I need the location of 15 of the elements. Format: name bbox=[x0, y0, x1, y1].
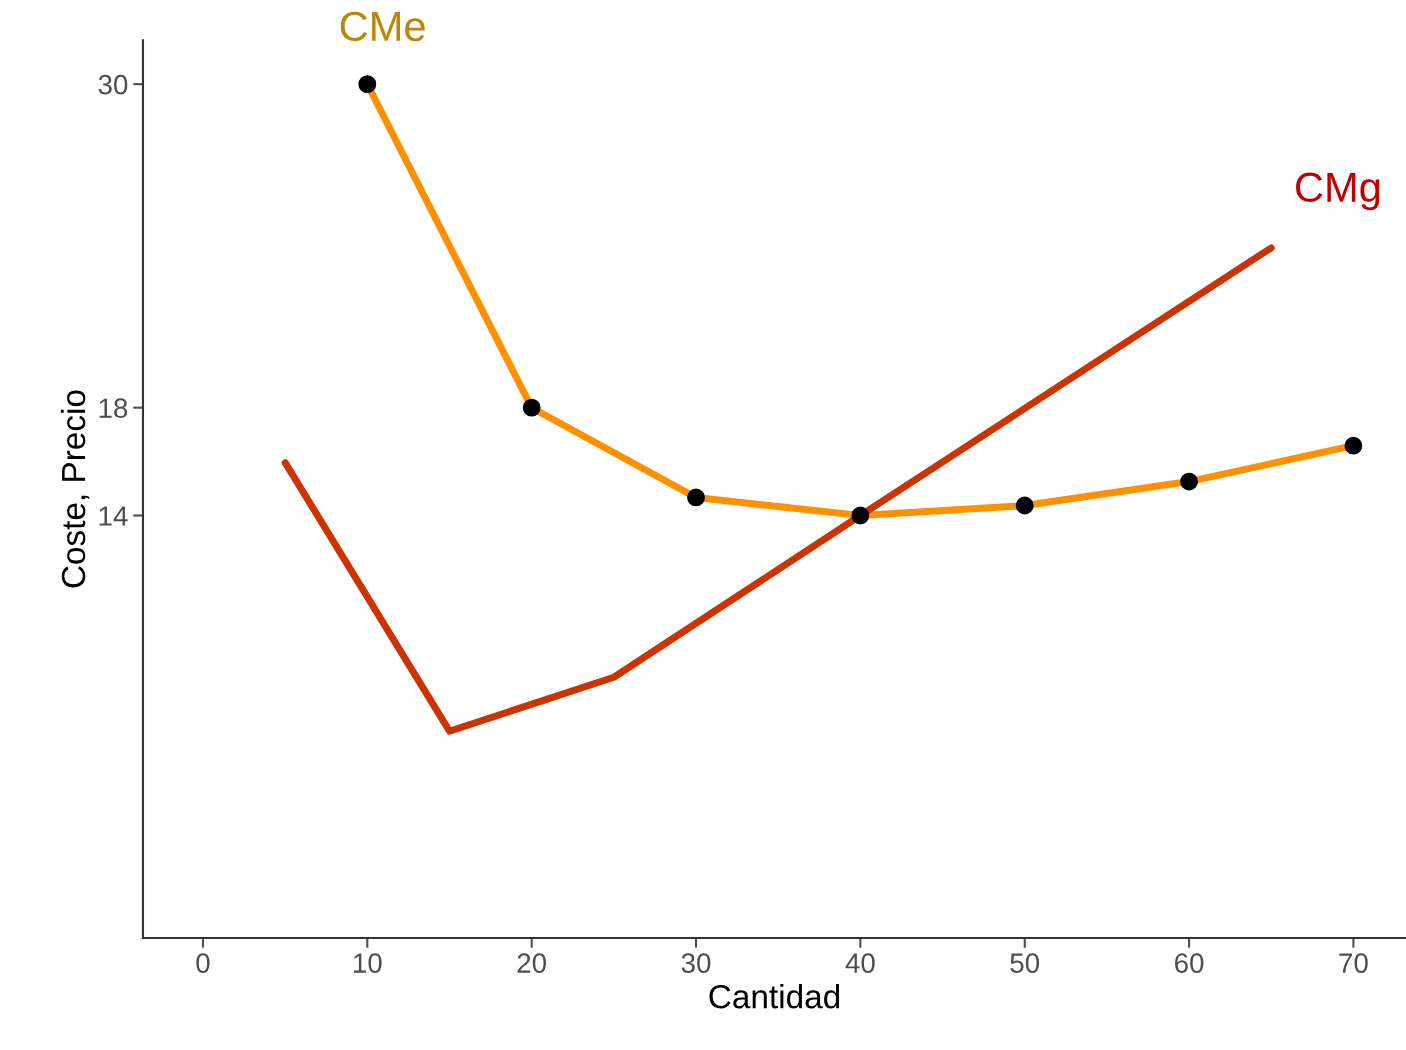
y-tick-label: 14 bbox=[99, 506, 128, 526]
series-label: CMe bbox=[340, 11, 425, 42]
series-label: CMg bbox=[1296, 172, 1380, 211]
x-tick-label: 70 bbox=[1339, 953, 1368, 973]
x-tick-label: 20 bbox=[517, 953, 547, 973]
y-tick-label: 30 bbox=[98, 74, 128, 95]
x-tick-label: 30 bbox=[681, 953, 711, 973]
x-tick-label: 40 bbox=[845, 953, 875, 973]
y-axis-title: Coste, Precio bbox=[60, 390, 90, 588]
x-tick-label: 50 bbox=[1010, 953, 1040, 973]
x-tick-label: 10 bbox=[354, 953, 382, 973]
x-tick-label: 0 bbox=[196, 953, 210, 973]
x-axis-title: Cantidad bbox=[709, 984, 840, 1009]
y-tick-label: 18 bbox=[99, 398, 128, 419]
x-tick-label: 60 bbox=[1175, 953, 1204, 973]
